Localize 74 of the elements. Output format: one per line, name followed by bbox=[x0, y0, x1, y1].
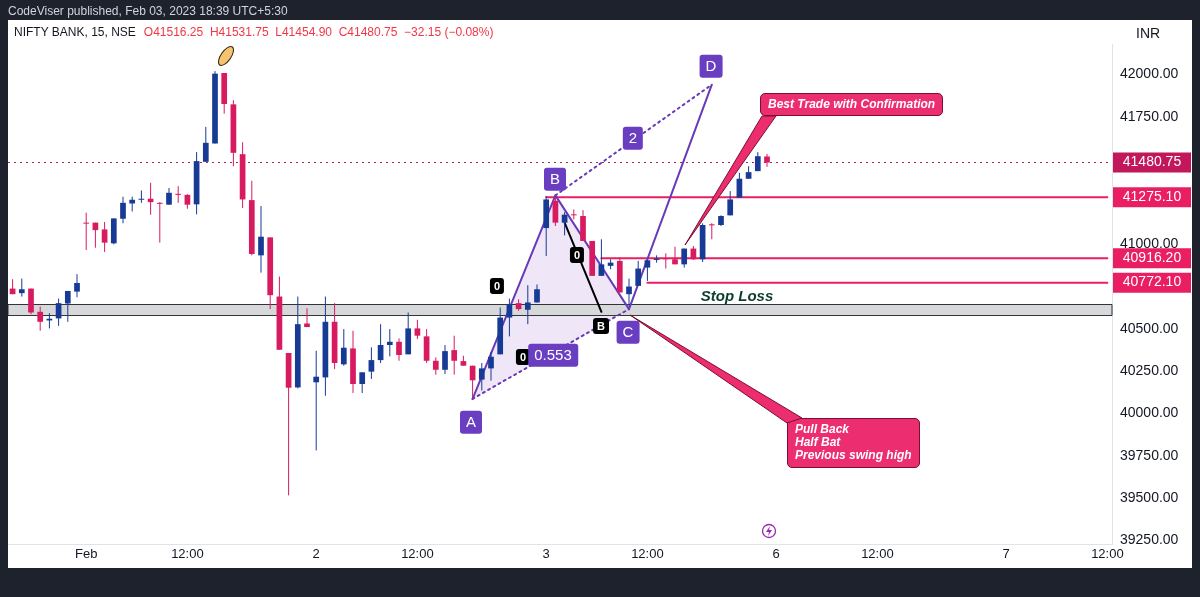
candlestick bbox=[764, 153, 770, 168]
candlestick bbox=[340, 328, 347, 367]
annotation: 0 bbox=[569, 246, 585, 264]
ref-line-label: 41480.75 bbox=[1122, 153, 1182, 170]
annotation: 2 bbox=[622, 126, 644, 150]
annotation: 0.553 bbox=[528, 343, 578, 367]
candlestick bbox=[451, 335, 458, 376]
chart-subtitle: O41516.25 H41531.75 L41454.90 C41480.75 −32.15 (−0.08%) bbox=[143, 25, 494, 39]
x-tick-label: 6 bbox=[772, 546, 780, 562]
candlestick bbox=[28, 288, 34, 315]
text: CodeViser published, Feb 03, 2023 18:39 UTC+5:30 bbox=[8, 4, 288, 18]
y-axis-title: INR bbox=[1136, 25, 1161, 41]
candlestick bbox=[672, 246, 678, 265]
annotation: Best Trade with Confirmation bbox=[760, 93, 944, 117]
y-tick-label: 42000.00 bbox=[1120, 65, 1179, 82]
candlestick bbox=[396, 337, 402, 362]
candlestick bbox=[368, 346, 375, 380]
candlestick bbox=[662, 252, 669, 270]
x-tick-label: 12:00 bbox=[631, 546, 664, 562]
annotation: D bbox=[699, 54, 723, 78]
candlestick bbox=[101, 221, 108, 253]
candlestick bbox=[120, 196, 126, 224]
candlestick bbox=[635, 260, 642, 287]
annotation: C bbox=[616, 320, 640, 344]
y-tick-label: 41750.00 bbox=[1120, 107, 1179, 124]
candlestick bbox=[258, 205, 264, 274]
candlestick bbox=[626, 278, 632, 307]
x-tick-label: 12:00 bbox=[401, 546, 434, 562]
annotation: Pull Back Half Bat Previous swing high bbox=[787, 418, 920, 468]
y-tick-label: 39750.00 bbox=[1120, 446, 1179, 463]
candlestick bbox=[37, 306, 44, 332]
y-tick-label: 41000.00 bbox=[1120, 234, 1179, 251]
x-tick-label: 12:00 bbox=[861, 546, 894, 562]
candlestick bbox=[708, 222, 715, 240]
candlestick bbox=[74, 273, 80, 298]
data-label: 40772.10 bbox=[1122, 273, 1182, 290]
annotation: Stop Loss bbox=[700, 286, 774, 305]
y-tick-label: 39250.00 bbox=[1120, 531, 1179, 548]
candlestick bbox=[727, 190, 734, 216]
annotation: 0 bbox=[489, 277, 505, 295]
y-tick-label: 40250.00 bbox=[1120, 361, 1179, 378]
annotation: A bbox=[459, 410, 483, 434]
data-label: 40916.20 bbox=[1122, 249, 1182, 266]
candlestick bbox=[478, 362, 485, 392]
y-tick-label: 40000.00 bbox=[1120, 404, 1179, 421]
candlestick bbox=[175, 185, 182, 204]
x-tick-label: 3 bbox=[542, 546, 550, 562]
chart-title: NIFTY BANK, 15, NSE bbox=[14, 25, 136, 39]
x-tick-label: 12:00 bbox=[1091, 546, 1124, 562]
x-tick-label: 12:00 bbox=[171, 546, 204, 562]
x-tick-label: 7 bbox=[1002, 546, 1010, 562]
candlestick bbox=[506, 298, 513, 337]
candlestick bbox=[524, 284, 531, 325]
candlestick bbox=[414, 319, 421, 340]
x-tick-label: Feb bbox=[75, 546, 98, 562]
candlestick bbox=[442, 344, 448, 375]
annotation: 0 bbox=[515, 348, 531, 366]
candlestick bbox=[386, 328, 393, 357]
candlestick bbox=[644, 259, 651, 282]
y-tick-label: 40500.00 bbox=[1120, 319, 1179, 336]
candlestick bbox=[598, 238, 605, 277]
candlestick bbox=[313, 350, 320, 451]
candlestick bbox=[83, 212, 90, 251]
y-tick-label: 39500.00 bbox=[1120, 489, 1179, 506]
annotation: B bbox=[593, 317, 609, 335]
candlestick bbox=[156, 201, 163, 244]
data-label: 41275.10 bbox=[1122, 188, 1182, 205]
x-tick-label: 2 bbox=[312, 546, 320, 562]
candlestick bbox=[570, 208, 577, 220]
candlestick bbox=[488, 351, 494, 382]
candlestick bbox=[64, 290, 71, 323]
annotation: B bbox=[543, 167, 567, 191]
candlestick bbox=[359, 371, 366, 394]
candlestick bbox=[202, 126, 209, 163]
